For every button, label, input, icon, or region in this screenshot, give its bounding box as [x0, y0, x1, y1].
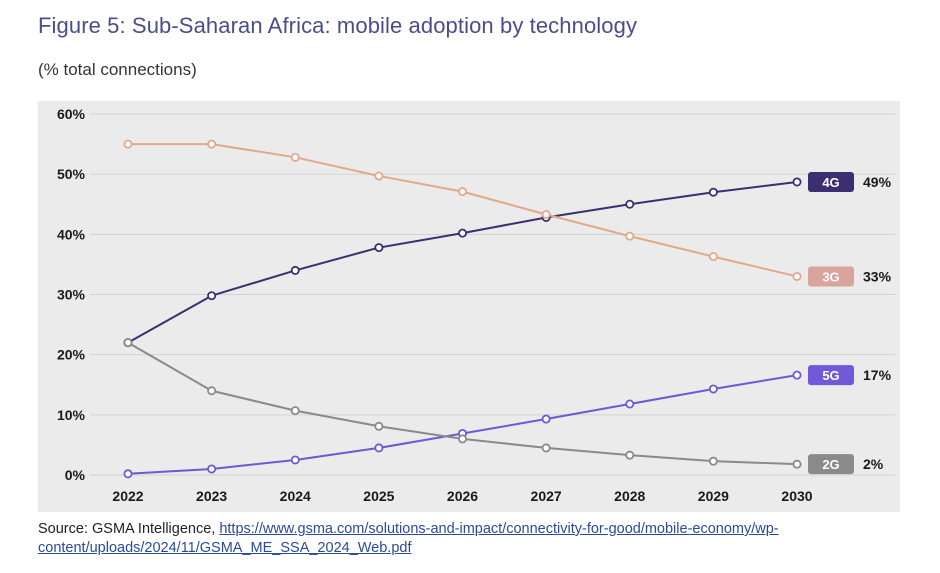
source-note: Source: GSMA Intelligence, https://www.g…: [38, 520, 910, 558]
series-badge-2g: [808, 454, 854, 475]
x-tick-label: 2025: [363, 488, 394, 504]
data-point-5g: [374, 443, 384, 453]
series-name-5g: 5G: [822, 368, 839, 383]
x-tick-label: 2030: [781, 488, 812, 504]
y-tick-label: 60%: [57, 106, 86, 122]
x-tick-label: 2023: [196, 488, 227, 504]
y-tick-label: 20%: [57, 347, 86, 363]
data-point-2g: [374, 421, 384, 431]
data-point-4g: [374, 243, 384, 253]
x-tick-label: 2028: [614, 488, 645, 504]
data-point-5g: [541, 414, 551, 424]
data-point-5g: [792, 370, 802, 380]
y-tick-label: 50%: [57, 166, 86, 182]
series-badge-5g: [808, 365, 854, 386]
series-end-value-4g: 49%: [863, 174, 892, 190]
series-name-2g: 2G: [822, 457, 839, 472]
series-badge-4g: [808, 171, 854, 192]
data-point-3g: [123, 139, 133, 149]
series-line-2g: [127, 341, 798, 466]
data-point-4g: [792, 177, 802, 187]
end-labels: 4G 49% 3G 33% 5G 17% 2G 2%: [808, 171, 892, 475]
y-tick-label: 0%: [65, 467, 86, 483]
chart-title: Figure 5: Sub-Saharan Africa: mobile ado…: [38, 13, 638, 38]
plot-area: [38, 101, 900, 512]
data-point-3g: [207, 139, 217, 149]
data-point-4g: [290, 265, 300, 275]
series-line-3g: [128, 143, 798, 278]
y-tick-label: 40%: [57, 226, 86, 242]
data-point-2g: [792, 459, 802, 469]
chart-subtitle: (% total connections): [38, 60, 197, 79]
data-point-3g: [290, 152, 300, 162]
data-point-3g: [457, 187, 467, 197]
data-point-2g: [625, 450, 635, 460]
data-point-5g: [625, 399, 635, 409]
data-point-4g: [457, 228, 467, 238]
data-point-2g: [708, 456, 718, 466]
data-point-3g: [625, 231, 635, 241]
x-tick-label: 2022: [112, 488, 143, 504]
x-axis-ticks: 2022 2023 2024 2025 2026 2027 2028 2029 2030: [112, 488, 812, 504]
x-tick-label: 2024: [280, 488, 311, 504]
data-point-2g: [207, 386, 217, 396]
y-tick-label: 30%: [57, 287, 86, 303]
series-line-4g: [127, 180, 798, 344]
data-point-2g: [457, 434, 467, 444]
data-point-3g: [541, 209, 551, 219]
source-label: Source: GSMA Intelligence,: [38, 521, 220, 537]
data-point-3g: [708, 252, 718, 262]
x-tick-label: 2029: [698, 488, 729, 504]
data-point-4g: [625, 199, 635, 209]
series-lines: [123, 139, 802, 479]
x-tick-label: 2026: [447, 488, 478, 504]
series-name-3g: 3G: [822, 269, 839, 284]
data-point-2g: [290, 406, 300, 416]
series-end-value-3g: 33%: [863, 268, 892, 284]
data-point-3g: [374, 171, 384, 181]
series-badge-3g: [808, 266, 854, 287]
data-point-2g: [123, 338, 133, 348]
data-point-5g: [290, 455, 300, 465]
data-point-3g: [792, 271, 802, 281]
data-point-2g: [541, 443, 551, 453]
data-point-5g: [207, 464, 217, 474]
y-axis-ticks: 0% 10% 20% 30% 40% 50% 60%: [57, 106, 86, 483]
source-link[interactable]: https://www.gsma.com/solutions-and-impac…: [38, 521, 779, 556]
series-name-4g: 4G: [822, 175, 839, 190]
y-tick-label: 10%: [57, 407, 86, 423]
gridlines: [90, 113, 895, 476]
data-point-4g: [708, 187, 718, 197]
series-end-value-5g: 17%: [863, 367, 892, 383]
series-end-value-2g: 2%: [863, 456, 884, 472]
x-tick-label: 2027: [531, 488, 562, 504]
data-point-5g: [708, 384, 718, 394]
data-point-5g: [123, 469, 133, 479]
data-point-4g: [207, 291, 217, 301]
